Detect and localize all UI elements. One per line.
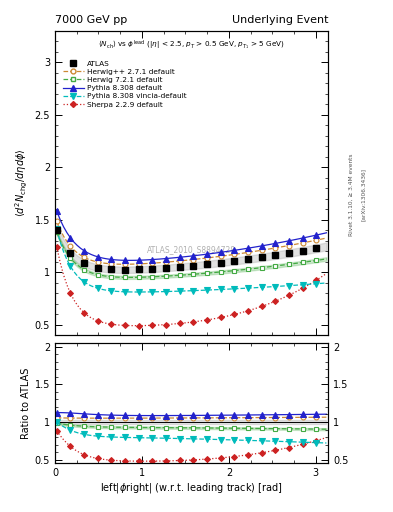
Text: [arXiv:1306.3436]: [arXiv:1306.3436] <box>361 168 366 221</box>
Text: $\langle N_{\rm ch}\rangle$ vs $\phi^{\rm lead}$ ($|\eta|$ < 2.5, $p_T$ > 0.5 Ge: $\langle N_{\rm ch}\rangle$ vs $\phi^{\r… <box>98 38 285 52</box>
X-axis label: left$|\phi$right$|$ (w.r.t. leading track) [rad]: left$|\phi$right$|$ (w.r.t. leading trac… <box>100 481 283 495</box>
Text: Rivet 3.1.10, ≥ 3.4M events: Rivet 3.1.10, ≥ 3.4M events <box>349 153 354 236</box>
Text: Underlying Event: Underlying Event <box>231 15 328 25</box>
Text: 7000 GeV pp: 7000 GeV pp <box>55 15 127 25</box>
Y-axis label: $\langle d^2 N_{\rm chg}/d\eta d\phi\rangle$: $\langle d^2 N_{\rm chg}/d\eta d\phi\ran… <box>14 148 31 218</box>
Legend: ATLAS, Herwig++ 2.7.1 default, Herwig 7.2.1 default, Pythia 8.308 default, Pythi: ATLAS, Herwig++ 2.7.1 default, Herwig 7.… <box>61 59 188 109</box>
Y-axis label: Ratio to ATLAS: Ratio to ATLAS <box>20 368 31 439</box>
Text: ATLAS_2010_S8894728: ATLAS_2010_S8894728 <box>147 246 236 254</box>
